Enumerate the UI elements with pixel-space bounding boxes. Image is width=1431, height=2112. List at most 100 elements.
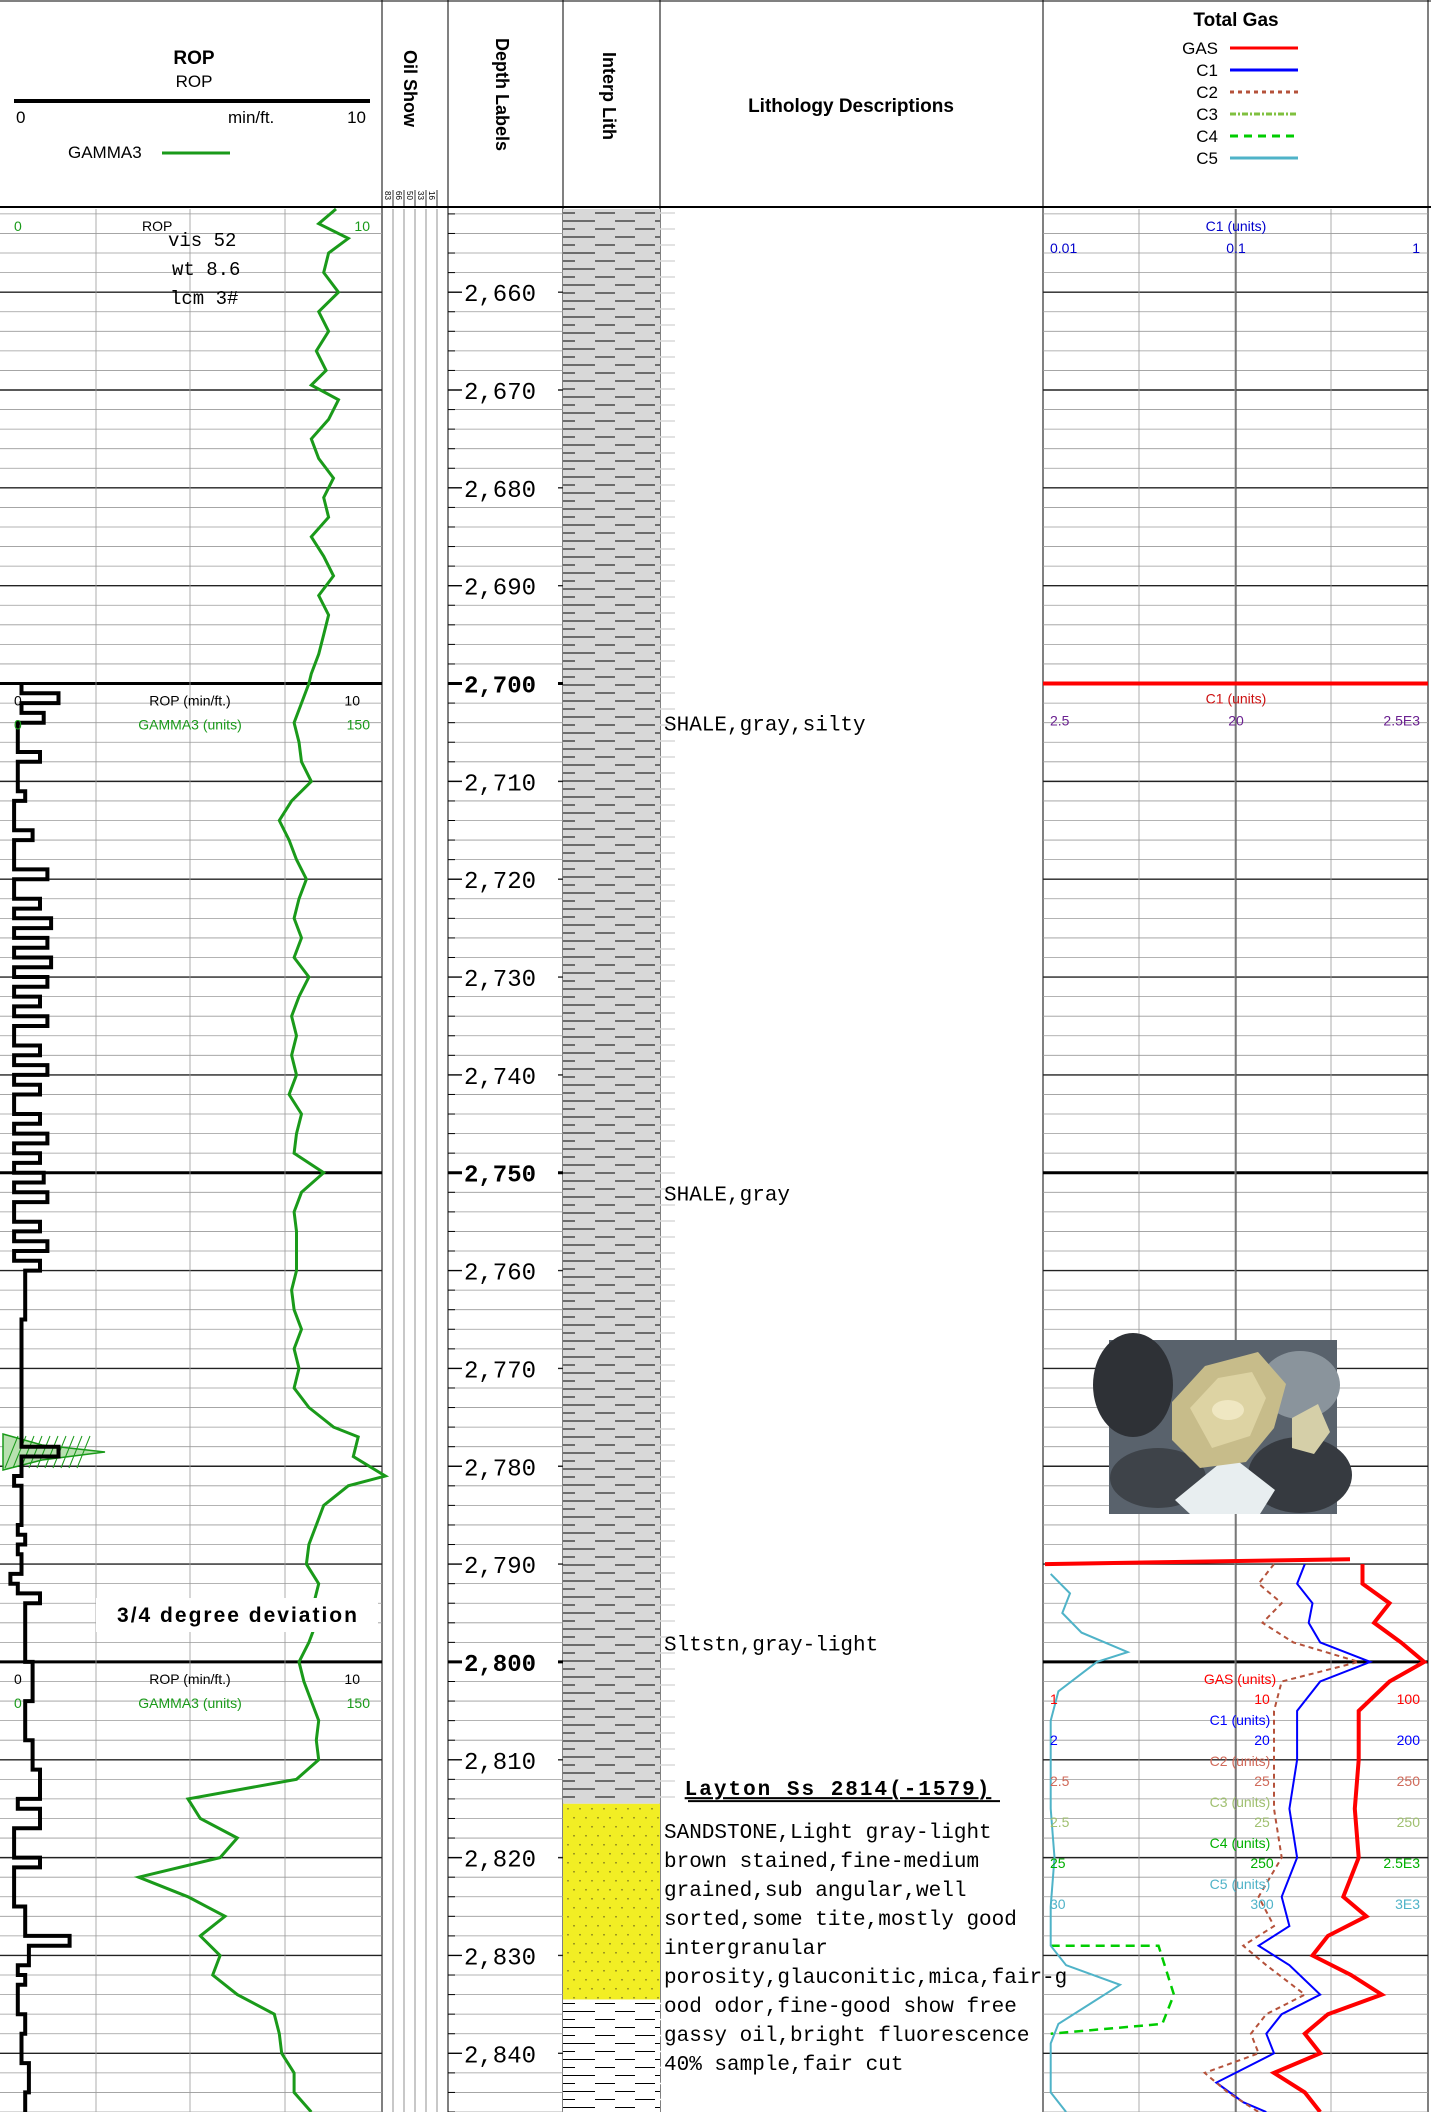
sandstone-description-line: sorted,some tite,mostly good: [664, 1909, 1017, 1932]
depth-label: 2,760: [464, 1261, 536, 1288]
gas-scale-label: 10: [1254, 1691, 1270, 1707]
gas-scale-label: 2.5: [1050, 713, 1070, 729]
shale-interval: [563, 1999, 660, 2112]
gas-scale-label: C4 (units): [1210, 1835, 1271, 1851]
sandstone-description-line: gassy oil,bright fluorescence: [664, 2025, 1029, 2048]
rop-curve-layer: [2, 207, 390, 2112]
lithology-description: SHALE,gray: [664, 1184, 790, 1207]
gas-legend: GAS C1 C2 C3 C4 C5: [1182, 39, 1298, 168]
sandstone-interval: [563, 1803, 660, 2000]
gas-legend-label: C3: [1196, 105, 1218, 124]
oil-show-tick: 16: [427, 191, 436, 200]
depth-label: 2,790: [464, 1554, 536, 1581]
track-scale-label: GAMMA3 (units): [138, 1695, 241, 1711]
gas-scale-label: 2.5E3: [1383, 1855, 1420, 1871]
depth-label: 2,820: [464, 1848, 536, 1875]
oil-show-tick: 83: [383, 191, 392, 200]
gas-curve-gas: [1269, 1564, 1428, 2112]
oil-show-tick: 66: [394, 191, 403, 200]
mud-vis-note: vis 52: [168, 230, 236, 252]
track-scale-label: 0: [14, 717, 22, 733]
gas-scale-label: 250: [1397, 1814, 1421, 1830]
oil-show-tick: 33: [416, 191, 425, 200]
depth-track: 2,660 2,670 2,680 2,690 2,700 2,710 2,720 2,730…: [448, 213, 558, 2112]
gas-scale-label: 30: [1050, 1896, 1066, 1912]
depth-label: 2,830: [464, 1945, 536, 1972]
track-scale-label: 150: [347, 717, 371, 733]
depth-label: 2,840: [464, 2043, 536, 2070]
depth-label: 2,680: [464, 478, 536, 505]
gas-scale-label: C2 (units): [1210, 1753, 1271, 1769]
sandstone-description-line: brown stained,fine-medium: [664, 1851, 979, 1874]
sandstone-description-line: SANDSTONE,Light gray-light: [664, 1822, 992, 1845]
interp-lith-header: Interp Lith: [599, 52, 619, 140]
gas-curve-c1: [1214, 1563, 1374, 2112]
cuttings-photo: [1093, 1333, 1352, 1514]
rop-curve: [8, 683, 72, 2112]
lithology-descriptions-header: Lithology Descriptions: [748, 96, 954, 117]
gas-legend-label: C2: [1196, 83, 1218, 102]
rop-scale-min: 0: [16, 108, 25, 127]
sandstone-description-line: 40% sample,fair cut: [664, 2054, 903, 2077]
gas-scale-label: C1 (units): [1206, 691, 1267, 707]
gas-scale-label: 2.5E3: [1383, 713, 1420, 729]
depth-label: 2,750: [464, 1163, 536, 1190]
gas-curve-layer: [1043, 681, 1428, 2112]
track-scale-label: 10: [344, 693, 360, 709]
gamma-legend-label: GAMMA3: [68, 143, 142, 162]
gas-scale-label: 20: [1254, 1732, 1270, 1748]
track-scale-label: GAMMA3 (units): [138, 717, 241, 733]
gas-scale-label: 250: [1397, 1773, 1421, 1789]
gas-scale-label: 0.01: [1050, 240, 1077, 256]
gas-scale-label: GAS (units): [1204, 1671, 1276, 1687]
gas-scale-label: 300: [1250, 1896, 1274, 1912]
track-scale-label: ROP (min/ft.): [149, 693, 230, 709]
sandstone-description-line: porosity,glauconitic,mica,fair-g: [664, 1967, 1067, 1990]
depth-label: 2,720: [464, 869, 536, 896]
track-scale-label: 0: [14, 1671, 22, 1687]
grid: [0, 209, 1428, 2112]
gas-scale-label: C5 (units): [1210, 1876, 1271, 1892]
sandstone-description-line: ood odor,fine-good show free: [664, 1996, 1017, 2019]
track-scale-label: ROP (min/ft.): [149, 1671, 230, 1687]
gas-legend-label: C4: [1196, 127, 1218, 146]
total-gas-title: Total Gas: [1193, 10, 1278, 31]
sandstone-description-line: grained,sub angular,well: [664, 1880, 966, 1903]
formation-top-label: Layton Ss 2814(-1579): [685, 1779, 992, 1802]
track-scale-label: 150: [347, 1695, 371, 1711]
gas-scale-label: 0.1: [1226, 240, 1246, 256]
gamma-curve: [133, 207, 390, 2112]
gas-scale-label: C1 (units): [1206, 218, 1267, 234]
rop-scale-max: 10: [347, 108, 366, 127]
gas-scale-label: 25: [1254, 1814, 1270, 1830]
gas-curve-c4: [1050, 1944, 1176, 2035]
depth-label: 2,690: [464, 576, 536, 603]
annotations: 0 ROP 10 vis 52 wt 8.6 lcm 3# 3/4 degree…: [14, 218, 378, 1632]
top-rop-scale-max: 10: [354, 218, 370, 234]
lcm-note: lcm 3#: [170, 288, 238, 310]
track-scale-label: 0: [14, 1695, 22, 1711]
rop-subtitle: ROP: [176, 72, 213, 91]
gas-curve-c2: [1202, 1563, 1363, 2112]
depth-label: 2,810: [464, 1750, 536, 1777]
rop-scale-unit: min/ft.: [228, 108, 274, 127]
lithology-description: Sltstn,gray-light: [664, 1634, 878, 1657]
track-scale-label: 10: [344, 1671, 360, 1687]
depth-label: 2,670: [464, 380, 536, 407]
gas-scale-label: 25: [1050, 1855, 1066, 1871]
depth-label: 2,770: [464, 1358, 536, 1385]
gas-scale-label: 250: [1250, 1855, 1274, 1871]
gas-legend-label: C5: [1196, 149, 1218, 168]
top-rop-scale-min: 0: [14, 218, 22, 234]
depth-label: 2,740: [464, 1065, 536, 1092]
oil-show-tick: 50: [405, 191, 414, 200]
depth-label: 2,730: [464, 967, 536, 994]
depth-label: 2,780: [464, 1456, 536, 1483]
depth-labels-header: Depth Labels: [492, 38, 512, 151]
gas-legend-label: GAS: [1182, 39, 1218, 58]
gas-scale-label: 1: [1050, 1691, 1058, 1707]
depth-label: 2,800: [464, 1652, 536, 1679]
oil-show-header: Oil Show: [400, 50, 420, 128]
